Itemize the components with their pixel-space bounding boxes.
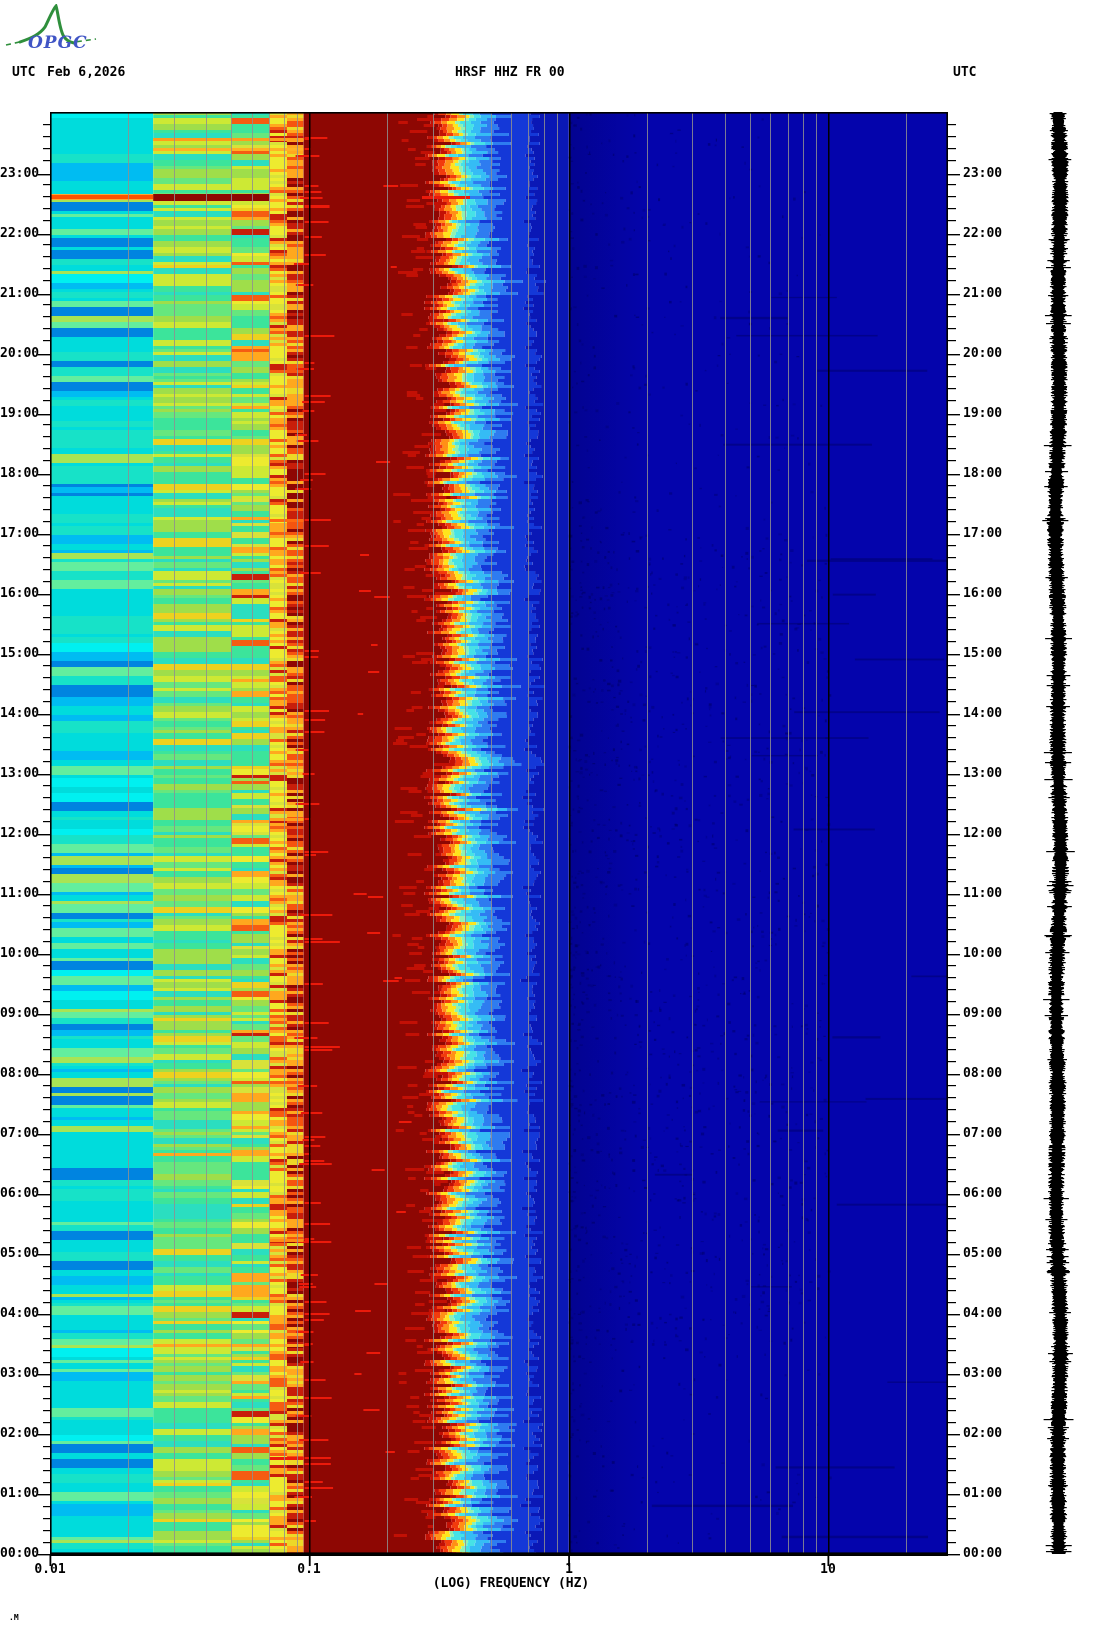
y-axis-label-left: 12:00	[0, 826, 40, 841]
y-axis-label-right: 17:00	[963, 526, 1003, 541]
seismogram-trace	[1035, 112, 1081, 1554]
y-axis-label-left: 23:00	[0, 166, 40, 181]
y-axis-label-left: 07:00	[0, 1126, 40, 1141]
y-axis-label-left: 14:00	[0, 706, 40, 721]
y-axis-label-right: 13:00	[963, 766, 1003, 781]
x-tick-label-0.1: 0.1	[297, 1562, 321, 1577]
y-axis-label-left: 17:00	[0, 526, 40, 541]
y-axis-label-left: 04:00	[0, 1306, 40, 1321]
y-axis-label-right: 22:00	[963, 226, 1003, 241]
y-axis-label-left: 08:00	[0, 1066, 40, 1081]
y-axis-label-right: 10:00	[963, 946, 1003, 961]
y-axis-label-right: 03:00	[963, 1366, 1003, 1381]
y-axis-label-left: 10:00	[0, 946, 40, 961]
y-axis-label-left: 00:00	[0, 1546, 40, 1561]
y-axis-label-right: 16:00	[963, 586, 1003, 601]
y-axis-label-left: 02:00	[0, 1426, 40, 1441]
y-axis-label-right: 11:00	[963, 886, 1003, 901]
y-axis-label-left: 16:00	[0, 586, 40, 601]
y-axis-label-right: 20:00	[963, 346, 1003, 361]
y-axis-label-right: 07:00	[963, 1126, 1003, 1141]
y-axis-label-left: 09:00	[0, 1006, 40, 1021]
y-axis-label-left: 11:00	[0, 886, 40, 901]
y-axis-label-right: 04:00	[963, 1306, 1003, 1321]
y-axis-label-right: 00:00	[963, 1546, 1003, 1561]
y-axis-label-right: 06:00	[963, 1186, 1003, 1201]
y-axis-label-right: 19:00	[963, 406, 1003, 421]
y-axis-label-left: 13:00	[0, 766, 40, 781]
y-axis-label-left: 15:00	[0, 646, 40, 661]
y-axis-label-right: 02:00	[963, 1426, 1003, 1441]
x-tick-label-1: 1	[565, 1562, 573, 1577]
y-axis-label-right: 23:00	[963, 166, 1003, 181]
y-axis-label-left: 05:00	[0, 1246, 40, 1261]
corner-mark: .M	[9, 1613, 19, 1622]
x-axis-title: (LOG) FREQUENCY (HZ)	[432, 1576, 590, 1591]
y-axis-label-left: 01:00	[0, 1486, 40, 1501]
y-axis-label-left: 21:00	[0, 286, 40, 301]
spectrogram-canvas	[50, 112, 948, 1554]
y-axis-label-right: 18:00	[963, 466, 1003, 481]
y-axis-label-left: 03:00	[0, 1366, 40, 1381]
y-axis-label-left: 06:00	[0, 1186, 40, 1201]
x-tick-label-0.01: 0.01	[34, 1562, 66, 1577]
y-axis-label-left: 19:00	[0, 406, 40, 421]
y-axis-label-right: 05:00	[963, 1246, 1003, 1261]
y-axis-label-right: 01:00	[963, 1486, 1003, 1501]
y-axis-label-left: 18:00	[0, 466, 40, 481]
x-tick-label-10: 10	[820, 1562, 836, 1577]
y-axis-label-right: 15:00	[963, 646, 1003, 661]
y-axis-label-right: 08:00	[963, 1066, 1003, 1081]
y-axis-label-right: 12:00	[963, 826, 1003, 841]
y-axis-label-left: 20:00	[0, 346, 40, 361]
y-axis-label-right: 21:00	[963, 286, 1003, 301]
y-axis-label-left: 22:00	[0, 226, 40, 241]
y-axis-label-right: 09:00	[963, 1006, 1003, 1021]
y-axis-label-right: 14:00	[963, 706, 1003, 721]
